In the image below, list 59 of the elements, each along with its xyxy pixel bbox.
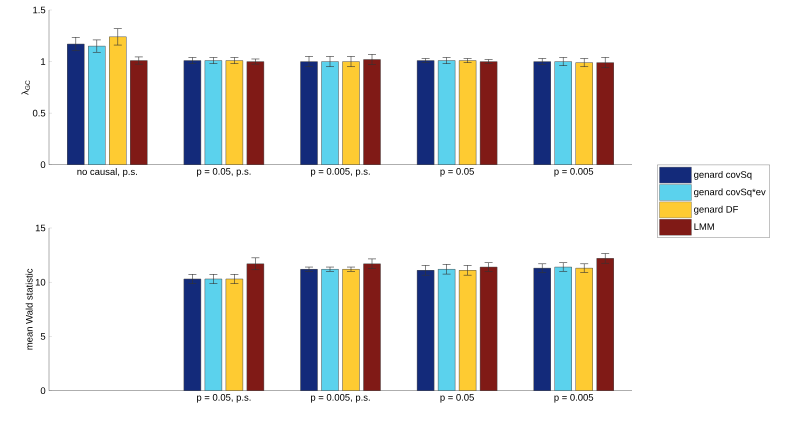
bar bbox=[575, 268, 593, 391]
x-tick-label: no causal, p.s. bbox=[77, 168, 137, 177]
bar bbox=[204, 278, 222, 391]
bar bbox=[458, 270, 476, 391]
bar bbox=[458, 60, 476, 165]
bar bbox=[226, 60, 244, 165]
y-tick-label: 1 bbox=[41, 58, 46, 65]
y-tick-label: 0 bbox=[40, 161, 46, 168]
x-tick-label: p = 0.005, p.s. bbox=[310, 394, 370, 403]
bar bbox=[342, 268, 360, 391]
x-tick-label: p = 0.05, p.s. bbox=[197, 394, 251, 403]
legend-label: genard covSq*ev bbox=[694, 188, 766, 198]
bar bbox=[67, 44, 85, 165]
x-tick-label: p = 0.005 bbox=[554, 168, 594, 177]
bar bbox=[554, 61, 572, 165]
x-tick-label: p = 0.005, p.s. bbox=[310, 168, 370, 177]
y-tick-label: 10 bbox=[36, 278, 46, 286]
bar bbox=[596, 258, 614, 391]
bar bbox=[109, 36, 127, 165]
bar bbox=[363, 59, 381, 165]
bar bbox=[533, 61, 551, 165]
bar bbox=[88, 46, 106, 165]
y-axis-title: mean Wald statistic bbox=[26, 268, 33, 350]
bar bbox=[246, 61, 264, 165]
bar bbox=[130, 60, 148, 165]
bar bbox=[321, 61, 339, 165]
bar bbox=[321, 268, 339, 391]
bar bbox=[480, 266, 498, 391]
x-tick-label: p = 0.05, p.s. bbox=[197, 168, 251, 177]
bar bbox=[533, 268, 551, 391]
bar bbox=[342, 61, 360, 165]
bar bbox=[246, 264, 264, 391]
bar bbox=[575, 62, 593, 165]
bar bbox=[363, 264, 381, 391]
bar bbox=[480, 61, 498, 165]
y-tick-label: 0 bbox=[40, 387, 46, 394]
bar bbox=[596, 62, 614, 165]
bar bbox=[554, 266, 572, 391]
legend-label: LMM bbox=[694, 223, 714, 230]
legend-label: genard covSq bbox=[694, 170, 752, 180]
bar bbox=[184, 60, 202, 165]
bar bbox=[438, 268, 456, 391]
bar bbox=[204, 60, 222, 165]
bar bbox=[226, 278, 244, 391]
bar bbox=[184, 278, 202, 391]
x-tick-label: p = 0.005 bbox=[554, 394, 594, 403]
y-axis-title: λ$_{GC}$ bbox=[22, 80, 30, 95]
y-tick-label: 15 bbox=[36, 224, 46, 232]
y-tick-label: 1.5 bbox=[33, 6, 46, 14]
bar bbox=[438, 60, 456, 165]
bar bbox=[300, 268, 318, 391]
y-tick-label: 5 bbox=[40, 333, 46, 340]
bar bbox=[300, 61, 318, 165]
x-tick-label: p = 0.05 bbox=[440, 168, 474, 177]
x-tick-label: p = 0.05 bbox=[440, 394, 474, 403]
legend-label: genard DF bbox=[694, 206, 738, 215]
y-tick-label: 0.5 bbox=[32, 110, 46, 116]
bar bbox=[416, 60, 434, 165]
bar bbox=[416, 270, 434, 391]
